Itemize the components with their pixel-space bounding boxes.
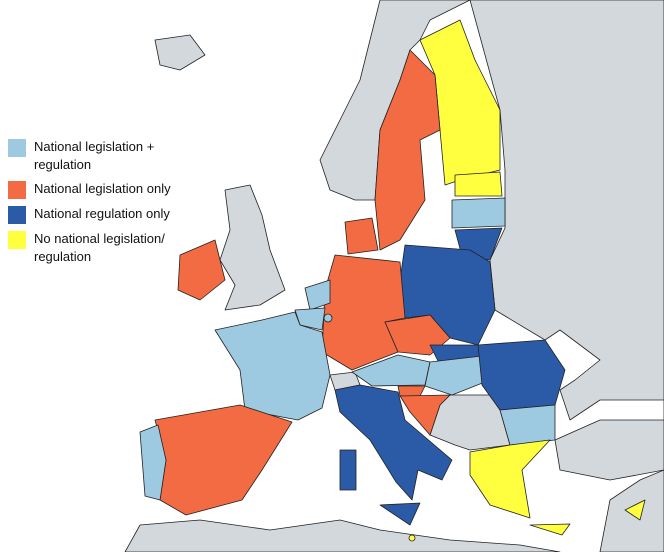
country <box>321 254 406 371</box>
land <box>124 519 561 552</box>
legend-item: National regulation only <box>8 205 198 224</box>
country <box>499 404 556 446</box>
legend-swatch <box>8 181 26 199</box>
country <box>334 384 453 501</box>
country <box>451 197 506 229</box>
legend-swatch <box>8 231 26 249</box>
legend: National legislation + regulation Nationa… <box>8 138 198 272</box>
country <box>339 449 357 491</box>
legend-label: National legislation only <box>34 181 171 196</box>
country <box>323 313 333 323</box>
land <box>469 0 664 552</box>
country <box>408 534 416 542</box>
legend-label: National legislation + regulation <box>34 139 155 172</box>
country <box>397 385 426 397</box>
country <box>379 502 421 526</box>
land <box>154 34 206 71</box>
country <box>529 523 571 536</box>
land <box>219 184 286 311</box>
country <box>154 404 293 516</box>
legend-item: No national legislation/ regulation <box>8 230 198 266</box>
legend-label: National regulation only <box>34 206 170 221</box>
country <box>214 311 331 421</box>
country <box>177 239 226 301</box>
country <box>424 355 491 396</box>
country <box>344 217 379 255</box>
country <box>624 499 646 521</box>
legend-item: National legislation only <box>8 180 198 199</box>
country <box>139 424 167 501</box>
legend-swatch <box>8 206 26 224</box>
land <box>554 419 664 481</box>
country <box>399 394 451 436</box>
legend-label: No national legislation/ regulation <box>34 231 165 264</box>
country <box>454 171 503 197</box>
legend-item: National legislation + regulation <box>8 138 198 174</box>
country <box>374 49 441 251</box>
country <box>469 439 551 519</box>
legend-swatch <box>8 139 26 157</box>
country <box>304 279 331 311</box>
